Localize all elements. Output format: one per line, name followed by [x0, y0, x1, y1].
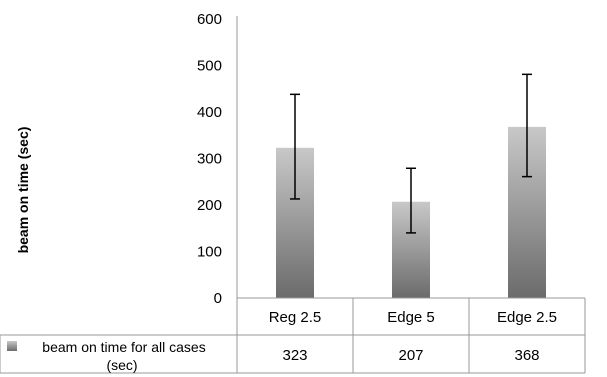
- data-table-value: 323: [282, 347, 307, 364]
- y-tick-label: 200: [197, 197, 222, 214]
- y-tick-label: 500: [197, 58, 222, 75]
- error-bar: [406, 167, 416, 234]
- y-tick-label: 100: [197, 244, 222, 261]
- legend-series-name: beam on time for all cases (sec): [42, 339, 205, 373]
- y-tick-label: 400: [197, 104, 222, 121]
- data-table: Reg 2.5 323 Edge 5 207 Edge 2.5 368 beam on ti…: [7, 309, 557, 373]
- error-bar: [522, 73, 532, 178]
- error-bars: [290, 73, 532, 234]
- category-label: Edge 5: [387, 309, 435, 326]
- legend-key: [7, 341, 17, 351]
- category-label: Reg 2.5: [269, 309, 322, 326]
- y-tick-label: 300: [197, 151, 222, 168]
- y-axis-label: beam on time (sec): [15, 127, 31, 254]
- category-label: Edge 2.5: [497, 309, 557, 326]
- y-axis-tick-labels: 0 100 200 300 400 500 600: [197, 11, 222, 307]
- y-tick-label: 600: [197, 11, 222, 28]
- data-table-value: 368: [514, 347, 539, 364]
- error-bar: [290, 93, 300, 200]
- y-tick-label: 0: [214, 290, 222, 307]
- data-table-value: 207: [398, 347, 423, 364]
- axes: [0, 16, 586, 374]
